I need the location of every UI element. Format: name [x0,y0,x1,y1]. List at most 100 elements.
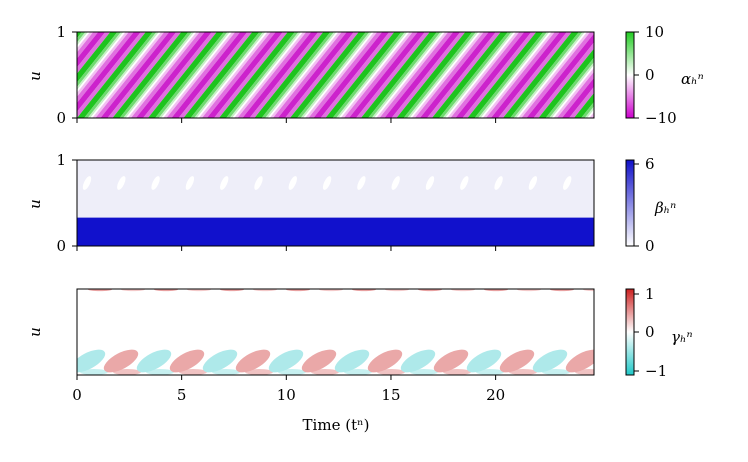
beta-ellipse [82,176,92,190]
alpha-stripe [731,32,748,118]
alpha-stripe [123,32,195,118]
alpha-colorbar [625,31,635,119]
alpha-stripe [605,32,679,118]
alpha-stripe [206,32,283,118]
gamma-top-blob [253,289,277,292]
alpha-stripe [584,106,594,118]
alpha-stripe [391,32,466,118]
gamma-top-blob [319,289,343,292]
alpha-ytick-bottom: 0 [56,109,66,127]
alpha-stripe [87,32,159,118]
alpha-stripe [0,32,14,118]
gamma-top-blob [187,289,211,292]
alpha-stripe [432,32,508,118]
alpha-stripe [320,32,395,118]
alpha-stripe [727,32,748,118]
alpha-stripe [0,32,27,118]
alpha-stripe [513,32,585,118]
alpha-cb-label: αₕⁿ [681,70,704,88]
gamma-blob-lower [212,369,240,375]
gamma-cb-label: γₕⁿ [671,328,693,346]
alpha-stripe [166,32,241,118]
beta-ellipse [322,176,332,190]
alpha-stripe [474,32,547,118]
alpha-stripe [201,32,276,118]
alpha-stripe [419,32,496,118]
alpha-cb-tick-mid: 0 [645,66,655,84]
alpha-stripe [361,32,437,118]
gamma-top-blob [451,289,475,292]
alpha-stripe [232,32,304,118]
alpha-stripe [119,32,192,118]
gamma-blob [301,349,337,373]
alpha-stripe [229,32,301,118]
gamma-blob-lower [146,369,174,375]
alpha-stripe [538,48,594,118]
gamma-blob-lower [245,369,273,375]
x-tick-label: 20 [486,386,505,404]
alpha-stripe [414,32,489,118]
alpha-stripe [482,32,555,118]
gamma-top-blob [484,289,508,292]
beta-ellipse [563,176,572,190]
gamma-heatmap [77,289,594,375]
panel-beta: 1 0 u 6 0 βₕⁿ [26,151,676,255]
gamma-blob-lower [476,369,504,375]
alpha-stripe [107,32,182,118]
gamma-blob-lower [542,369,570,375]
alpha-stripe [340,32,413,118]
beta-cb-label: βₕⁿ [654,199,676,217]
beta-colorbar [625,159,635,247]
alpha-stripe [303,32,375,118]
gamma-blob [103,349,139,373]
alpha-stripe [90,32,162,118]
gamma-blob [466,349,502,373]
gamma-blob [77,349,106,373]
beta-ellipse [494,176,503,190]
beta-ellipse [460,176,469,190]
gamma-blob [334,349,370,373]
x-tick-label: 0 [72,386,82,404]
beta-cb-tick-bottom: 0 [645,237,655,255]
x-axis-label: Time (tⁿ) [303,416,370,434]
beta-ytick-bottom: 0 [56,237,66,255]
gamma-cb-tick-mid: 0 [645,323,655,341]
gamma-blob [400,349,436,373]
alpha-stripe [556,71,594,118]
alpha-stripe [734,32,748,118]
alpha-stripe [716,32,748,118]
beta-ellipse [391,176,400,190]
alpha-stripe [553,67,594,118]
alpha-stripe [485,32,560,118]
gamma-blob-lower [179,369,207,375]
alpha-stripe [183,32,260,118]
alpha-stripe [290,32,366,118]
beta-ytick-top: 1 [56,151,66,169]
gamma-blob-lower [344,369,372,375]
alpha-stripe [379,32,454,118]
alpha-heatmap [0,32,748,118]
beta-ellipse [288,176,297,190]
gamma-blob [433,349,469,373]
alpha-stripe [198,32,271,118]
alpha-stripe [711,32,748,118]
alpha-stripe [561,77,594,118]
alpha-stripe [77,32,111,74]
alpha-stripe [127,32,200,118]
alpha-stripe [112,32,189,118]
alpha-stripe [445,32,517,118]
alpha-stripe [338,32,410,118]
beta-heatmap [77,176,594,246]
beta-ylabel: u [26,199,44,209]
alpha-stripe [0,32,17,118]
beta-ellipse [357,176,366,190]
gamma-top-blob [550,289,574,292]
alpha-stripe [516,32,588,118]
beta-cb-tick-top: 6 [645,155,655,173]
alpha-stripe [277,32,354,118]
gamma-blob-lower [377,369,405,375]
alpha-stripe [439,32,512,118]
alpha-stripe [313,32,390,118]
alpha-stripe [171,32,248,118]
alpha-stripe [551,65,594,118]
